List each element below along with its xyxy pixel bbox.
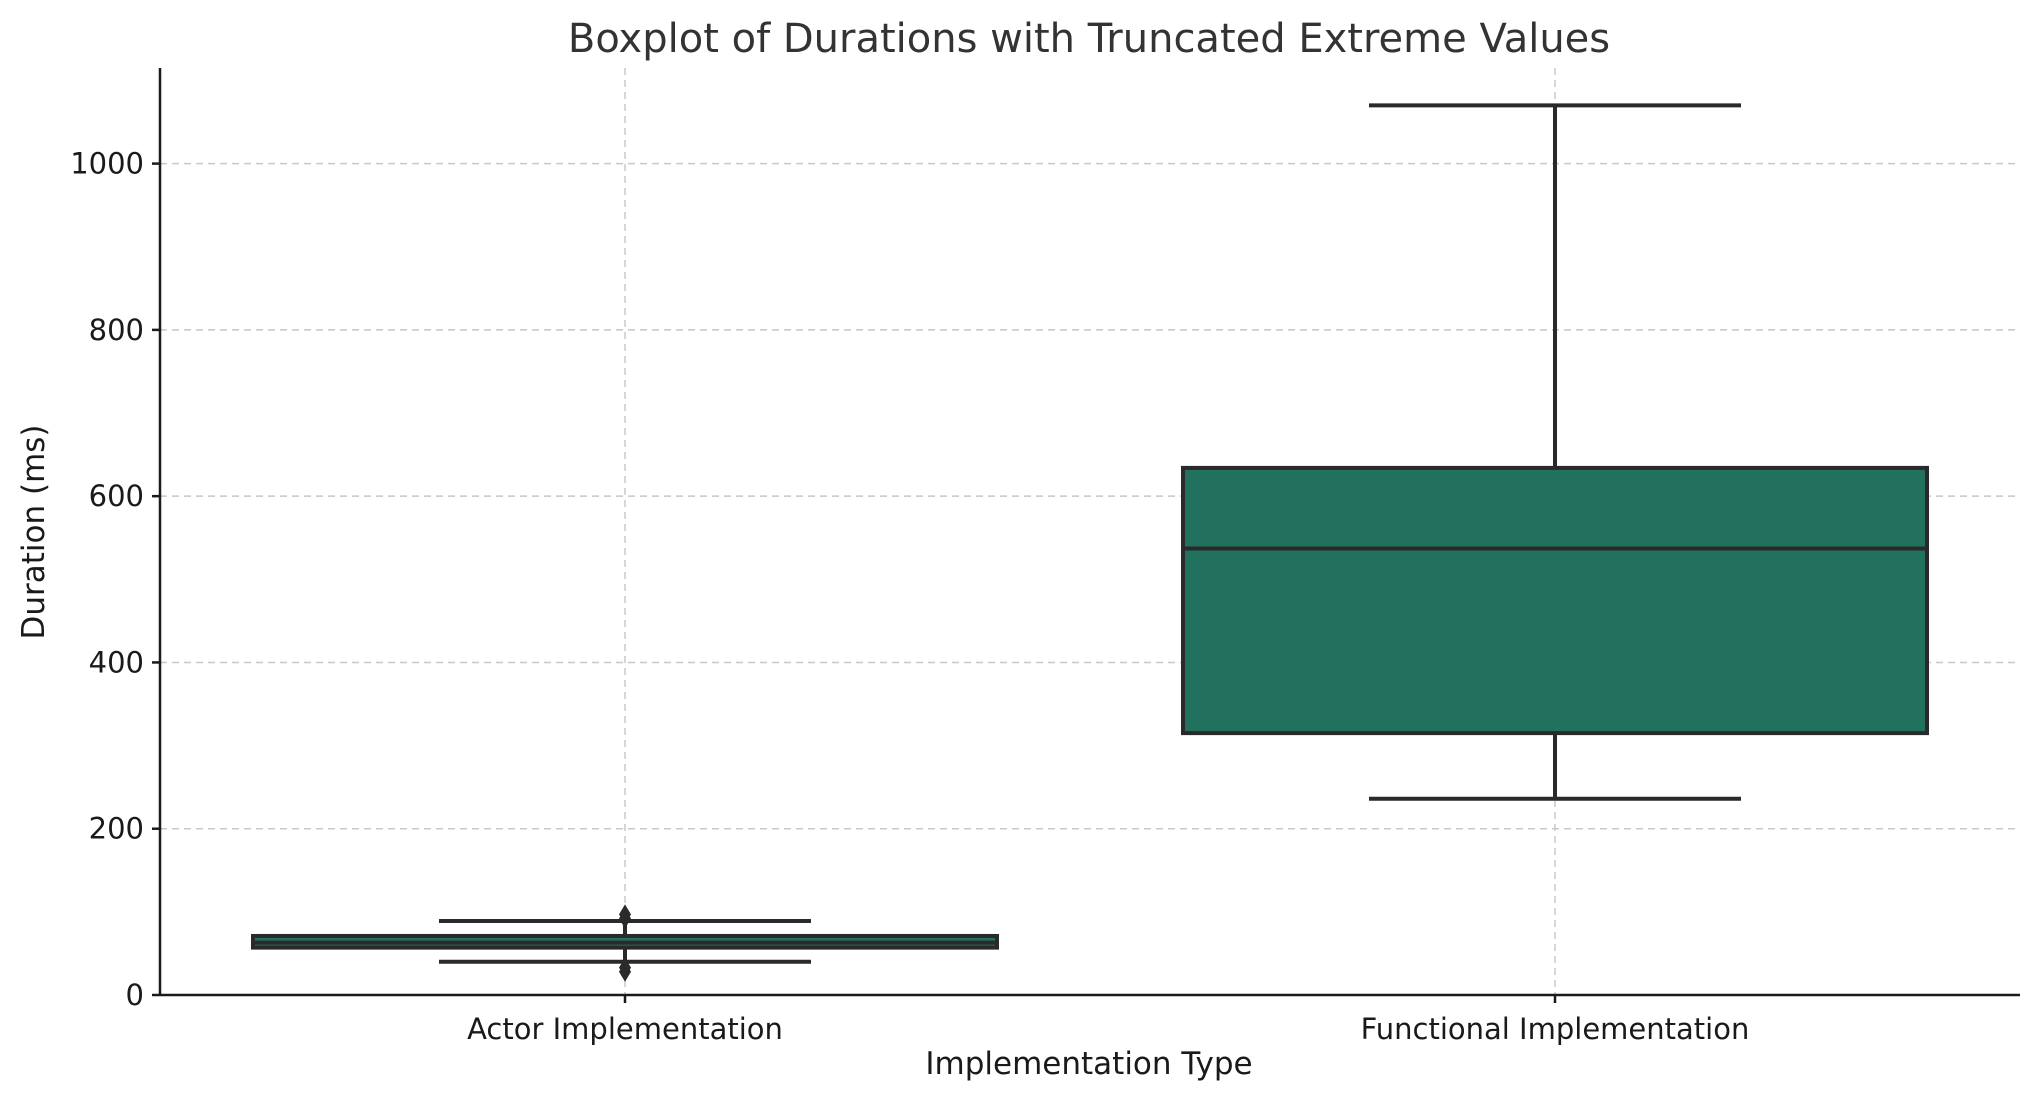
x-tick-label: Functional Implementation (1361, 1012, 1750, 1046)
outlier-point (619, 957, 631, 978)
box-group (1181, 103, 1929, 801)
y-tick-label: 0 (126, 978, 144, 1012)
y-tick-label: 800 (89, 313, 144, 347)
boxes (251, 103, 1929, 982)
box-group (251, 904, 999, 982)
iqr-box (1181, 465, 1929, 736)
y-tick-label: 200 (89, 812, 144, 846)
y-tick-label: 400 (89, 645, 144, 679)
y-axis-label: Duration (ms) (16, 424, 52, 639)
x-tick-label: Actor Implementation (467, 1012, 783, 1046)
axes (152, 68, 2020, 1003)
y-tick-label: 1000 (70, 147, 144, 181)
chart-title: Boxplot of Durations with Truncated Extr… (568, 16, 1610, 62)
tick-labels: 0 200 400 600 800 1000 Actor Implementation Fun… (70, 147, 1749, 1046)
y-tick-label: 600 (89, 479, 144, 513)
outlier-point (619, 904, 631, 925)
x-axis-label: Implementation Type (925, 1046, 1252, 1082)
